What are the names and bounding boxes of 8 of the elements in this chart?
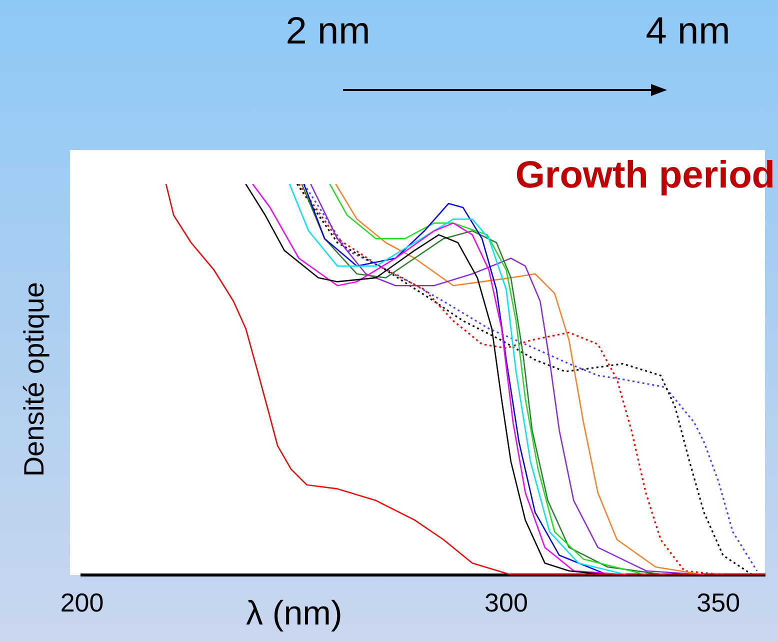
chart-title: Growth period: [515, 154, 775, 196]
text: 2 nm: [286, 10, 370, 52]
text: 4 nm: [646, 10, 730, 52]
x-tick-label: 350: [696, 588, 740, 618]
y-axis-title: Densité optique: [18, 282, 50, 477]
x-axis-title: λ (nm): [246, 594, 342, 632]
x-tick-label: 200: [60, 588, 104, 618]
x-tick-label: 300: [484, 588, 528, 618]
